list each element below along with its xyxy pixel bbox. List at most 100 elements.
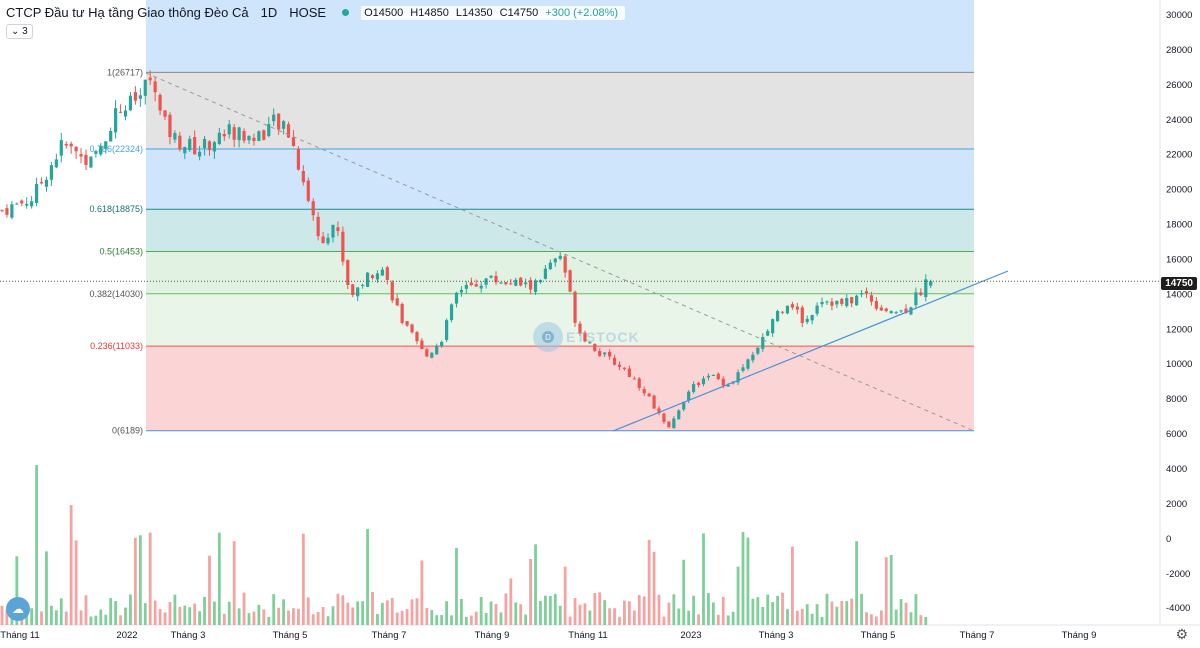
volume-bar [69,505,73,625]
time-tick-label: Tháng 7 [372,630,407,641]
volume-bar [361,601,365,625]
candle-body [904,308,908,313]
symbol-title[interactable]: CTCP Đầu tư Hạ tầng Giao thông Đèo Cả [6,5,249,20]
candle-body [104,141,108,149]
candle-body [311,201,315,216]
volume-tick-label: 0 [1166,534,1171,545]
candle-body [193,137,197,155]
candle-body [736,372,740,383]
candle-body [123,110,128,117]
candle-body [395,298,399,306]
candle-body [914,292,918,306]
candle-body [361,284,365,286]
candle-body [445,320,449,340]
candle-body [39,182,44,184]
candle-body [652,395,656,409]
candle-body [706,375,711,378]
volume-bar [603,600,607,625]
volume-bar [924,616,928,625]
low-value: L14350 [455,6,493,19]
candle-body [74,146,78,152]
volume-bar [879,610,883,625]
candle-body [326,237,330,244]
volume-bar [855,541,859,625]
timeframe-label[interactable]: 1D [260,5,278,20]
volume-bar [346,602,350,625]
candle-body [790,304,794,308]
candle-body [242,131,246,141]
volume-bar [835,606,839,625]
price-tick-label: 26000 [1166,80,1192,91]
candle-body [622,367,627,369]
volume-bar [385,600,389,625]
volume-bar [781,592,784,625]
volume-bar [213,601,216,625]
candle-body [528,280,533,290]
volume-bar [84,595,88,625]
volume-bar [766,594,770,625]
fib-level-label: 0.618(18875) [89,204,143,214]
volume-bar [702,533,705,625]
cloud-logo-icon[interactable]: ☁ [6,597,30,621]
volume-bar [301,533,305,625]
volume-bar [899,599,903,625]
fib-level-label: 0.236(11033) [90,341,143,351]
candle-body [168,114,172,138]
candle-body [286,124,291,138]
candle-body [128,95,133,111]
volume-bar [400,610,404,625]
candle-body [494,275,498,283]
volume-bar [133,537,137,625]
candle-body [351,284,355,295]
volume-bar [292,608,295,625]
candle-body [509,283,513,285]
volume-bar [563,566,567,625]
volume-bar [514,602,518,625]
volume-bar [618,616,621,625]
volume-bar [874,616,878,625]
candle-body [449,304,454,321]
candle-body [583,332,587,342]
volume-bar [99,609,103,625]
watermark-logo-icon: D [533,322,563,352]
volume-bar [573,598,577,625]
fib-diagonal-line [145,72,975,432]
candle-body [637,378,641,388]
volume-bar [721,596,725,625]
volume-bar [795,610,799,625]
volume-bar [247,613,251,625]
high-value: H14850 [410,6,449,19]
candle-body [459,289,464,293]
candle-body [543,268,547,279]
price-tick-label: 10000 [1166,359,1192,370]
volume-bar [711,602,715,625]
volume-bar [568,616,572,625]
price-tick-label: 20000 [1166,185,1192,196]
volume-bar [35,465,38,625]
gear-icon[interactable]: ⚙ [1175,626,1188,642]
candle-body [479,285,483,289]
candle-body [489,275,493,278]
volume-bar [865,612,868,625]
volume-bar [5,609,9,625]
volume-bar [697,614,700,625]
volume-bar [178,606,182,625]
candle-body [825,301,829,303]
indicators-toggle-button[interactable]: ⌄ 3 [6,24,33,39]
candle-body [321,236,325,244]
candle-body [212,142,217,152]
candle-body [780,311,785,313]
time-tick-label: Tháng 11 [0,630,39,641]
volume-bar [341,595,345,625]
price-tick-label: 14000 [1166,289,1192,300]
candle-body [59,140,63,156]
volume-bar [119,615,122,625]
volume-bar [771,602,775,625]
candle-body [331,224,335,238]
volume-bar [203,596,206,625]
volume-tick-label: 2000 [1166,499,1187,510]
candle-body [148,77,152,81]
volume-bar [613,608,616,625]
candle-body [756,347,760,354]
